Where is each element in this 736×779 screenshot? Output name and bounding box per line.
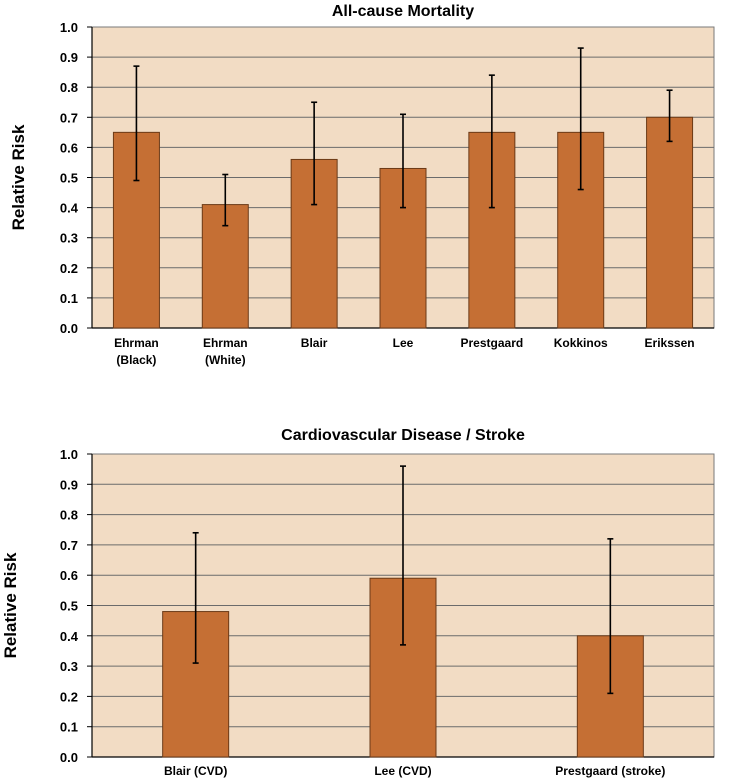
y-tick-label: 0.7 <box>60 110 78 125</box>
y-tick-label: 0.9 <box>60 50 78 65</box>
y-tick-label: 0.4 <box>60 629 79 644</box>
y-tick-label: 0.2 <box>60 689 78 704</box>
x-tick-label: Ehrman <box>114 336 159 350</box>
bar <box>646 116 694 329</box>
y-tick-label: 1.0 <box>60 447 78 462</box>
x-tick-label: Blair <box>301 336 328 350</box>
chart-title: All-cause Mortality <box>332 3 474 20</box>
y-tick-label: 0.7 <box>60 538 78 553</box>
y-tick-label: 0.8 <box>60 80 78 95</box>
y-tick-label: 0.0 <box>60 750 78 765</box>
y-tick-label: 0.1 <box>60 720 78 735</box>
x-tick-label: Lee (CVD) <box>374 764 431 778</box>
x-tick-label: Kokkinos <box>554 336 608 350</box>
x-tick-label: (White) <box>205 353 246 367</box>
y-tick-label: 0.9 <box>60 477 78 492</box>
y-tick-label: 0.5 <box>60 599 78 614</box>
chart-panel-2: 0.0 0.1 0.2 0.3 0.4 0.5 0.6 0.7 0.8 0.9 1.0 Blair (… <box>1 427 715 778</box>
y-tick-label: 0.6 <box>60 568 78 583</box>
x-tick-label: (Black) <box>116 353 156 367</box>
y-axis-label: Relative Risk <box>9 124 28 230</box>
y-tick-label: 0.8 <box>60 508 78 523</box>
x-tick-label: Ehrman <box>203 336 248 350</box>
y-tick-label: 0.0 <box>60 321 78 336</box>
y-tick-label: 0.3 <box>60 659 78 674</box>
y-axis-label: Relative Risk <box>1 552 20 658</box>
y-tick-label: 0.5 <box>60 171 78 186</box>
x-tick-label: Blair (CVD) <box>164 764 227 778</box>
y-tick-label: 0.1 <box>60 291 78 306</box>
y-tick-label: 0.3 <box>60 231 78 246</box>
y-tick-label: 0.4 <box>60 201 79 216</box>
y-tick-label: 0.2 <box>60 261 78 276</box>
x-tick-label: Prestgaard (stroke) <box>555 764 665 778</box>
y-tick-label: 0.6 <box>60 140 78 155</box>
x-tick-label: Prestgaard <box>461 336 524 350</box>
chart-title: Cardiovascular Disease / Stroke <box>281 427 525 444</box>
x-tick-label: Erikssen <box>645 336 695 350</box>
x-tick-label: Lee <box>393 336 414 350</box>
y-tick-label: 1.0 <box>60 20 78 35</box>
chart-panel-1: 0.0 0.1 0.2 0.3 0.4 0.5 0.6 0.7 0.8 0.9 1.0 Ehrman (… <box>9 3 715 367</box>
